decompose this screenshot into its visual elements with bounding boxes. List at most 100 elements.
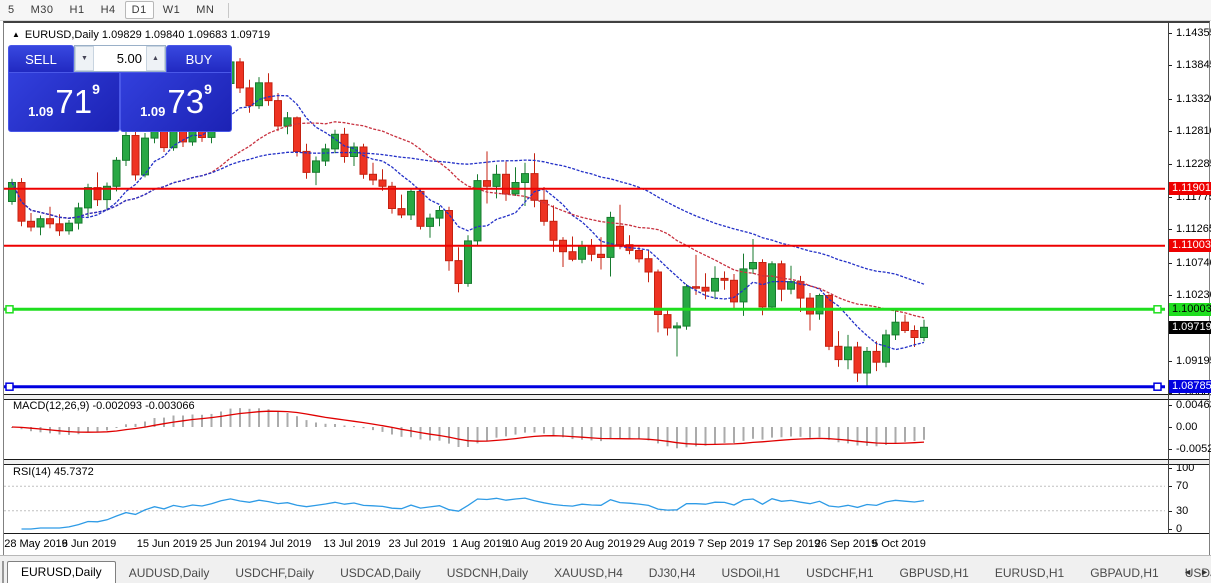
date-tick-label: 1 Aug 2019 — [452, 538, 508, 550]
chart-tab-dj30-h4[interactable]: DJ30,H4 — [648, 566, 696, 580]
macd-tick-label: 0.00 — [1176, 421, 1198, 433]
rsi-tick-label: 70 — [1176, 480, 1189, 492]
timeframe-button-d1[interactable]: D1 — [124, 1, 154, 19]
bid-pip-digit: 9 — [92, 81, 100, 97]
rsi-bottom-border — [4, 533, 1209, 534]
volume-increase-icon[interactable]: ▲ — [146, 46, 165, 71]
tab-scroll-left-icon[interactable]: ◄ — [1183, 567, 1193, 577]
tab-bar-grip — [2, 561, 4, 583]
price-tick-mark — [1168, 197, 1172, 198]
ohlc-text: EURUSD,Daily 1.09829 1.09840 1.09683 1.0… — [24, 29, 271, 41]
macd-tick-label: 0.00463 — [1176, 399, 1211, 411]
price-tick-mark — [1168, 131, 1172, 132]
bid-price-panel[interactable]: 1.09 71 9 — [8, 72, 120, 132]
chart-tab-eurusd-h1[interactable]: EURUSD,H1 — [994, 566, 1065, 580]
chart-tab-bar: EURUSD,Daily AUDUSD,Daily USDCHF,Daily USDC… — [0, 555, 1211, 583]
chart-tab-gbpaud-h1[interactable]: GBPAUD,H1 — [1090, 566, 1159, 580]
price-tick-mark — [1168, 99, 1172, 100]
rsi-tick-label: 30 — [1176, 505, 1189, 517]
price-tick-mark — [1168, 229, 1172, 230]
ask-price-panel[interactable]: 1.09 73 9 — [120, 72, 232, 132]
ask-pip-digit: 9 — [204, 81, 212, 97]
rsi-tick-label: 0 — [1176, 523, 1183, 535]
date-axis: 28 May 2019 6 Jun 2019 15 Jun 2019 25 Jun 2… — [4, 535, 1209, 553]
chart-tab-gbpusd-h1[interactable]: GBPUSD,H1 — [899, 566, 969, 580]
rsi-label: RSI(14) 45.7372 — [13, 466, 94, 478]
tab-scroll-buttons: ◄ ► — [1183, 567, 1209, 577]
ask-prefix: 1.09 — [140, 104, 166, 119]
sell-button[interactable]: SELL — [8, 45, 74, 74]
rsi-tick-mark — [1168, 468, 1172, 469]
ask-big-digits: 73 — [167, 83, 205, 120]
date-tick-label: 5 Oct 2019 — [872, 538, 926, 550]
macd-label: MACD(12,26,9) -0.002093 -0.003066 — [13, 400, 195, 412]
chart-tab-usdjp[interactable]: USDJP — [1184, 566, 1211, 580]
date-tick-label: 28 May 2019 — [4, 538, 68, 550]
date-tick-label: 13 Jul 2019 — [323, 538, 381, 550]
date-tick-label: 15 Jun 2019 — [136, 538, 198, 550]
chart-tab-usdcnh-daily[interactable]: USDCNH,Daily — [446, 566, 529, 580]
timeframe-button-h1[interactable]: H1 — [69, 4, 85, 16]
price-level-label: 1.10003 — [1169, 303, 1211, 316]
price-level-label: 1.11901 — [1169, 182, 1211, 195]
chart-tab-eurusd-daily[interactable]: EURUSD,Daily — [7, 561, 116, 583]
date-tick-label: 10 Aug 2019 — [506, 538, 568, 550]
price-tick-mark — [1168, 361, 1172, 362]
macd-tick-mark — [1168, 405, 1172, 406]
chart-ohlc-info: ▲ EURUSD,Daily 1.09829 1.09840 1.09683 1.… — [12, 29, 270, 41]
price-level-label: 1.09719 — [1169, 321, 1211, 334]
price-tick-label: 1.14355 — [1176, 27, 1211, 39]
date-tick-label: 7 Sep 2019 — [697, 538, 755, 550]
price-tick-label: 1.09195 — [1176, 355, 1211, 367]
timeframe-button-w1[interactable]: W1 — [162, 4, 181, 16]
price-tick-label: 1.10740 — [1176, 257, 1211, 269]
date-tick-label: 17 Sep 2019 — [757, 538, 821, 550]
date-tick-label: 26 Sep 2019 — [814, 538, 878, 550]
timeframe-button-m30[interactable]: M30 — [30, 4, 54, 16]
price-tick-label: 1.12810 — [1176, 125, 1211, 137]
price-tick-mark — [1168, 33, 1172, 34]
chart-tab-usdchf-daily[interactable]: USDCHF,Daily — [235, 566, 315, 580]
collapse-panel-icon[interactable]: ▲ — [12, 30, 20, 39]
chart-tab-usdcad-daily[interactable]: USDCAD,Daily — [340, 566, 421, 580]
volume-input[interactable]: 5.00 — [116, 51, 142, 66]
timeframe-button-mn[interactable]: MN — [196, 4, 215, 16]
buy-button[interactable]: BUY — [166, 45, 232, 74]
bid-big-digits: 71 — [55, 83, 93, 120]
chart-window: ▲ EURUSD,Daily 1.09829 1.09840 1.09683 1.… — [3, 21, 1211, 556]
rsi-plot — [4, 485, 1165, 530]
volume-spinner: ▼ 5.00 ▲ — [74, 45, 166, 72]
candlestick-plot — [4, 56, 1165, 391]
rsi-splitter[interactable] — [4, 459, 1209, 465]
macd-splitter[interactable] — [4, 394, 1209, 400]
chart-tab-xauusd-h4[interactable]: XAUUSD,H4 — [554, 566, 623, 580]
date-tick-label: 25 Jun 2019 — [199, 538, 261, 550]
chart-tab-audusd-daily[interactable]: AUDUSD,Daily — [128, 566, 210, 580]
tab-scroll-right-icon[interactable]: ► — [1200, 567, 1209, 577]
date-tick-label: 6 Jun 2019 — [61, 538, 117, 550]
date-tick-label: 20 Aug 2019 — [570, 538, 632, 550]
macd-tick-label: -0.005299 — [1176, 443, 1211, 455]
axis-separator — [1168, 23, 1169, 534]
price-tick-mark — [1168, 263, 1172, 264]
bid-prefix: 1.09 — [28, 104, 54, 119]
timeframe-button-5[interactable]: 5 — [8, 4, 15, 16]
volume-decrease-icon[interactable]: ▼ — [75, 46, 94, 71]
rsi-tick-mark — [1168, 511, 1172, 512]
date-tick-label: 23 Jul 2019 — [388, 538, 446, 550]
macd-plot — [11, 408, 925, 449]
one-click-trade-panel: SELL ▼ 5.00 ▲ BUY 1.09 71 9 1.09 73 9 — [8, 45, 232, 132]
macd-tick-mark — [1168, 427, 1172, 428]
chart-tab-usdchf-h1[interactable]: USDCHF,H1 — [806, 566, 874, 580]
chart-tab-usdoil-h1[interactable]: USDOil,H1 — [721, 566, 781, 580]
price-tick-mark — [1168, 164, 1172, 165]
timeframe-button-h4[interactable]: H4 — [100, 4, 116, 16]
price-tick-label: 1.10230 — [1176, 289, 1211, 301]
price-level-label: 1.08785 — [1169, 380, 1211, 393]
price-tick-label: 1.11265 — [1176, 223, 1211, 235]
rsi-tick-mark — [1168, 529, 1172, 530]
rsi-tick-label: 100 — [1176, 462, 1195, 474]
price-tick-label: 1.13320 — [1176, 93, 1211, 105]
price-tick-label: 1.12285 — [1176, 158, 1211, 170]
